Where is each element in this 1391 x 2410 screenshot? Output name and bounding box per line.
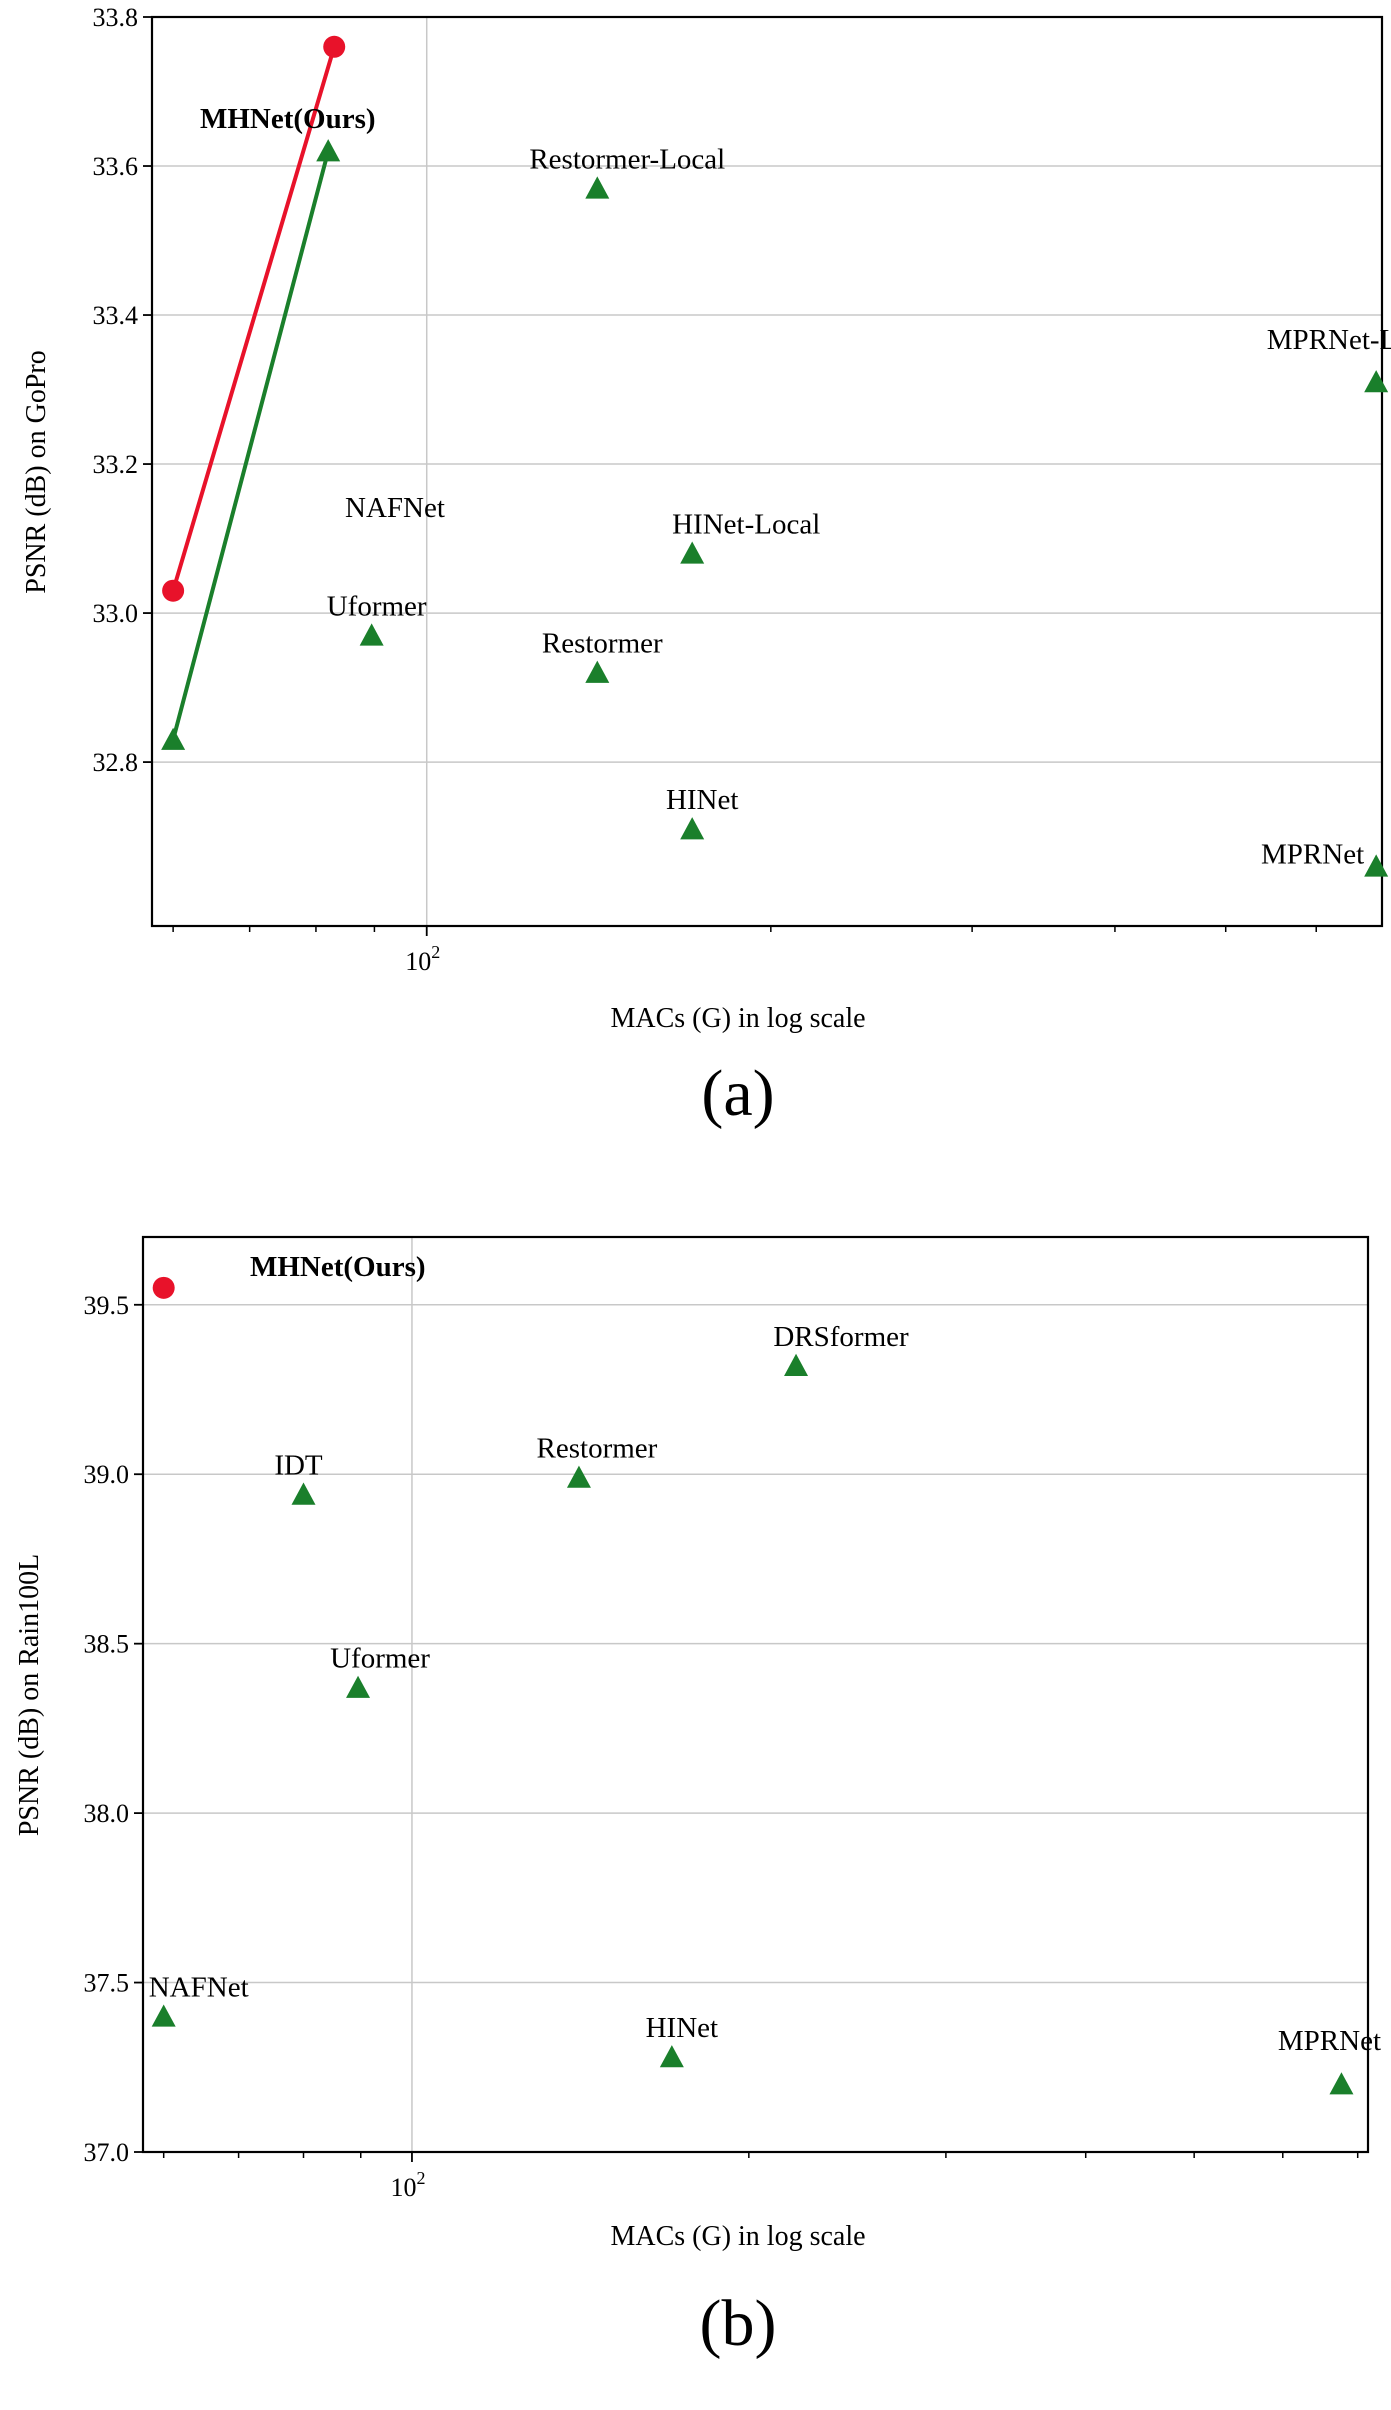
point-idt (291, 1482, 316, 1505)
mhnet-label: MHNet(Ours) (200, 103, 376, 135)
panel-a-gopro: 32.8 33.0 33.2 33.4 33.6 33.8 102 MACs (G) in l… (21, 3, 1391, 1130)
point-restormer-local (585, 176, 610, 199)
label-mprnet: MPRNet (1261, 838, 1364, 870)
label-mprnet-local: MPRNet-Local (1267, 324, 1391, 356)
label-restormer: Restormer (542, 628, 663, 660)
y-axis-label: PSNR (dB) on GoPro (21, 350, 52, 593)
label-drsformer: DRSformer (773, 1321, 909, 1353)
y-tick-label: 37.0 (84, 2138, 130, 2167)
mhnet-label: MHNet(Ours) (250, 1251, 426, 1283)
point-hinet (659, 2045, 684, 2068)
series-line-mhnet-ours (171, 46, 337, 592)
y-tick-label: 33.4 (93, 301, 139, 330)
y-tick-label: 33.2 (93, 450, 139, 479)
label-restormer: Restormer (537, 1433, 658, 1465)
point-uformer (346, 1675, 371, 1698)
x-tick-label: 102 (405, 942, 440, 976)
point-mprnet (1364, 854, 1389, 877)
panel-caption: (a) (701, 1057, 774, 1130)
point-nafnet-large (316, 139, 341, 162)
point-hinet (680, 817, 705, 840)
point-mhnet-large (323, 35, 346, 58)
y-tick-label: 33.6 (93, 152, 139, 181)
plot-frame (150, 15, 1384, 928)
point-mprnet-local (1364, 370, 1389, 393)
point-mprnet (1329, 2072, 1354, 2095)
label-hinet-local: HINet-Local (672, 508, 820, 540)
y-tick-label: 39.0 (84, 1460, 130, 1489)
series-line-nafnet (171, 150, 331, 741)
y-tick-label: 38.5 (84, 1630, 130, 1659)
y-tick-label: 39.5 (84, 1291, 130, 1320)
point-drsformer (784, 1353, 809, 1376)
x-axis-label: MACs (G) in log scale (610, 2221, 865, 2252)
label-hinet: HINet (666, 784, 738, 816)
point-nafnet-small (161, 727, 186, 750)
plot-frame (141, 1235, 1370, 2154)
point-mhnet-small (162, 579, 185, 602)
label-hinet: HINet (646, 2012, 718, 2044)
label-uformer: Uformer (327, 590, 427, 622)
point-restormer (585, 660, 610, 683)
label-idt: IDT (274, 1450, 323, 1482)
panel-caption: (b) (700, 2287, 777, 2360)
label-mprnet: MPRNet (1278, 2025, 1381, 2057)
y-tick-label: 33.0 (93, 599, 139, 628)
label-restormer-local: Restormer-Local (529, 143, 725, 175)
point-restormer (566, 1465, 591, 1488)
y-tick-label: 33.8 (93, 3, 139, 32)
nafnet-label: NAFNet (345, 492, 445, 524)
point-hinet-local (680, 541, 705, 564)
label-uformer: Uformer (330, 1643, 430, 1675)
y-axis-label: PSNR (dB) on Rain100L (14, 1554, 45, 1836)
y-tick-label: 37.5 (84, 1969, 130, 1998)
label-nafnet: NAFNet (149, 1971, 249, 2003)
point-nafnet (151, 2004, 176, 2027)
point-mhnet (152, 1276, 175, 1299)
x-tick-label: 102 (390, 2168, 425, 2202)
x-axis-label: MACs (G) in log scale (610, 1003, 865, 1034)
y-tick-label: 32.8 (93, 748, 139, 777)
panel-b-rain100l: 37.0 37.5 38.0 38.5 39.0 39.5 102 MACs (G) in l… (14, 1235, 1381, 2360)
y-tick-label: 38.0 (84, 1799, 130, 1828)
point-uformer (359, 623, 384, 646)
